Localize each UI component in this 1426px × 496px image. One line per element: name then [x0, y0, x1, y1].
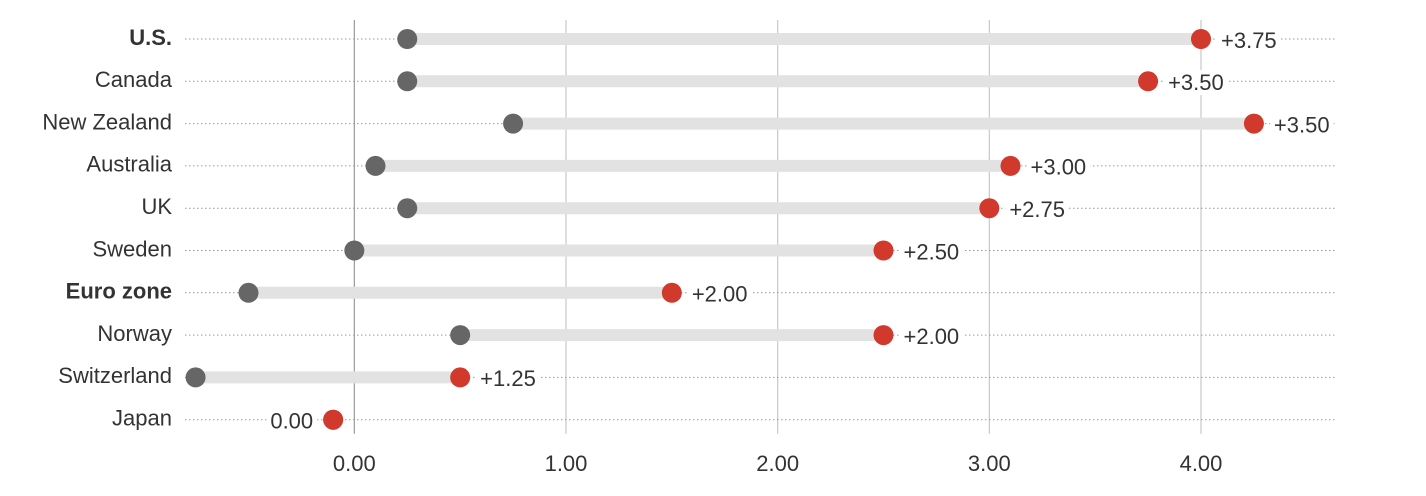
end-dot — [1138, 71, 1159, 92]
value-label: +3.50 — [1168, 70, 1224, 95]
start-dot — [185, 367, 206, 388]
value-label: 0.00 — [270, 409, 313, 434]
value-label: +1.25 — [480, 366, 536, 391]
label-bg — [266, 408, 318, 434]
category-label: UK — [141, 194, 172, 219]
label-bg — [1217, 27, 1281, 53]
category-label: Canada — [95, 67, 173, 92]
end-dot — [661, 282, 682, 303]
category-label: Euro zone — [66, 279, 172, 304]
label-bg — [687, 281, 752, 307]
start-dot — [397, 29, 418, 49]
value-label: +2.75 — [1009, 197, 1065, 222]
category-label: Sweden — [92, 236, 172, 261]
end-dot — [1000, 155, 1021, 176]
value-label: +3.50 — [1274, 112, 1330, 137]
category-label: Norway — [97, 321, 172, 346]
x-tick-label: 0.00 — [333, 451, 376, 476]
label-bg — [1164, 70, 1228, 96]
category-label: New Zealand — [42, 109, 172, 134]
value-label: +3.00 — [1031, 155, 1087, 180]
end-dot — [979, 198, 1000, 219]
x-tick-label: 1.00 — [545, 451, 588, 476]
value-label: +2.00 — [692, 282, 748, 307]
value-label: +2.50 — [904, 239, 960, 264]
value-label: +2.00 — [904, 324, 960, 349]
x-tick-label: 3.00 — [968, 451, 1011, 476]
start-dot — [397, 71, 418, 92]
x-tick-label: 2.00 — [756, 451, 799, 476]
category-label: Switzerland — [58, 363, 172, 388]
end-dot — [873, 325, 894, 346]
category-label: Australia — [86, 152, 172, 177]
label-bg — [1005, 197, 1070, 223]
start-dot — [503, 113, 524, 134]
start-dot — [344, 240, 365, 261]
end-dot — [1191, 29, 1211, 49]
end-dot — [1243, 113, 1264, 134]
value-label: +3.75 — [1221, 28, 1277, 53]
label-bg — [1269, 112, 1334, 138]
start-dot — [238, 282, 259, 303]
start-dot — [365, 155, 386, 176]
end-dot — [323, 409, 344, 430]
start-dot — [397, 198, 418, 219]
end-dot — [450, 367, 471, 388]
label-bg — [899, 239, 964, 265]
start-dot — [450, 325, 471, 346]
category-label: U.S. — [129, 25, 172, 50]
x-tick-label: 4.00 — [1180, 451, 1223, 476]
label-bg — [476, 366, 540, 392]
label-bg — [1026, 154, 1091, 180]
label-bg — [899, 323, 964, 349]
category-label: Japan — [112, 406, 172, 431]
end-dot — [873, 240, 894, 261]
